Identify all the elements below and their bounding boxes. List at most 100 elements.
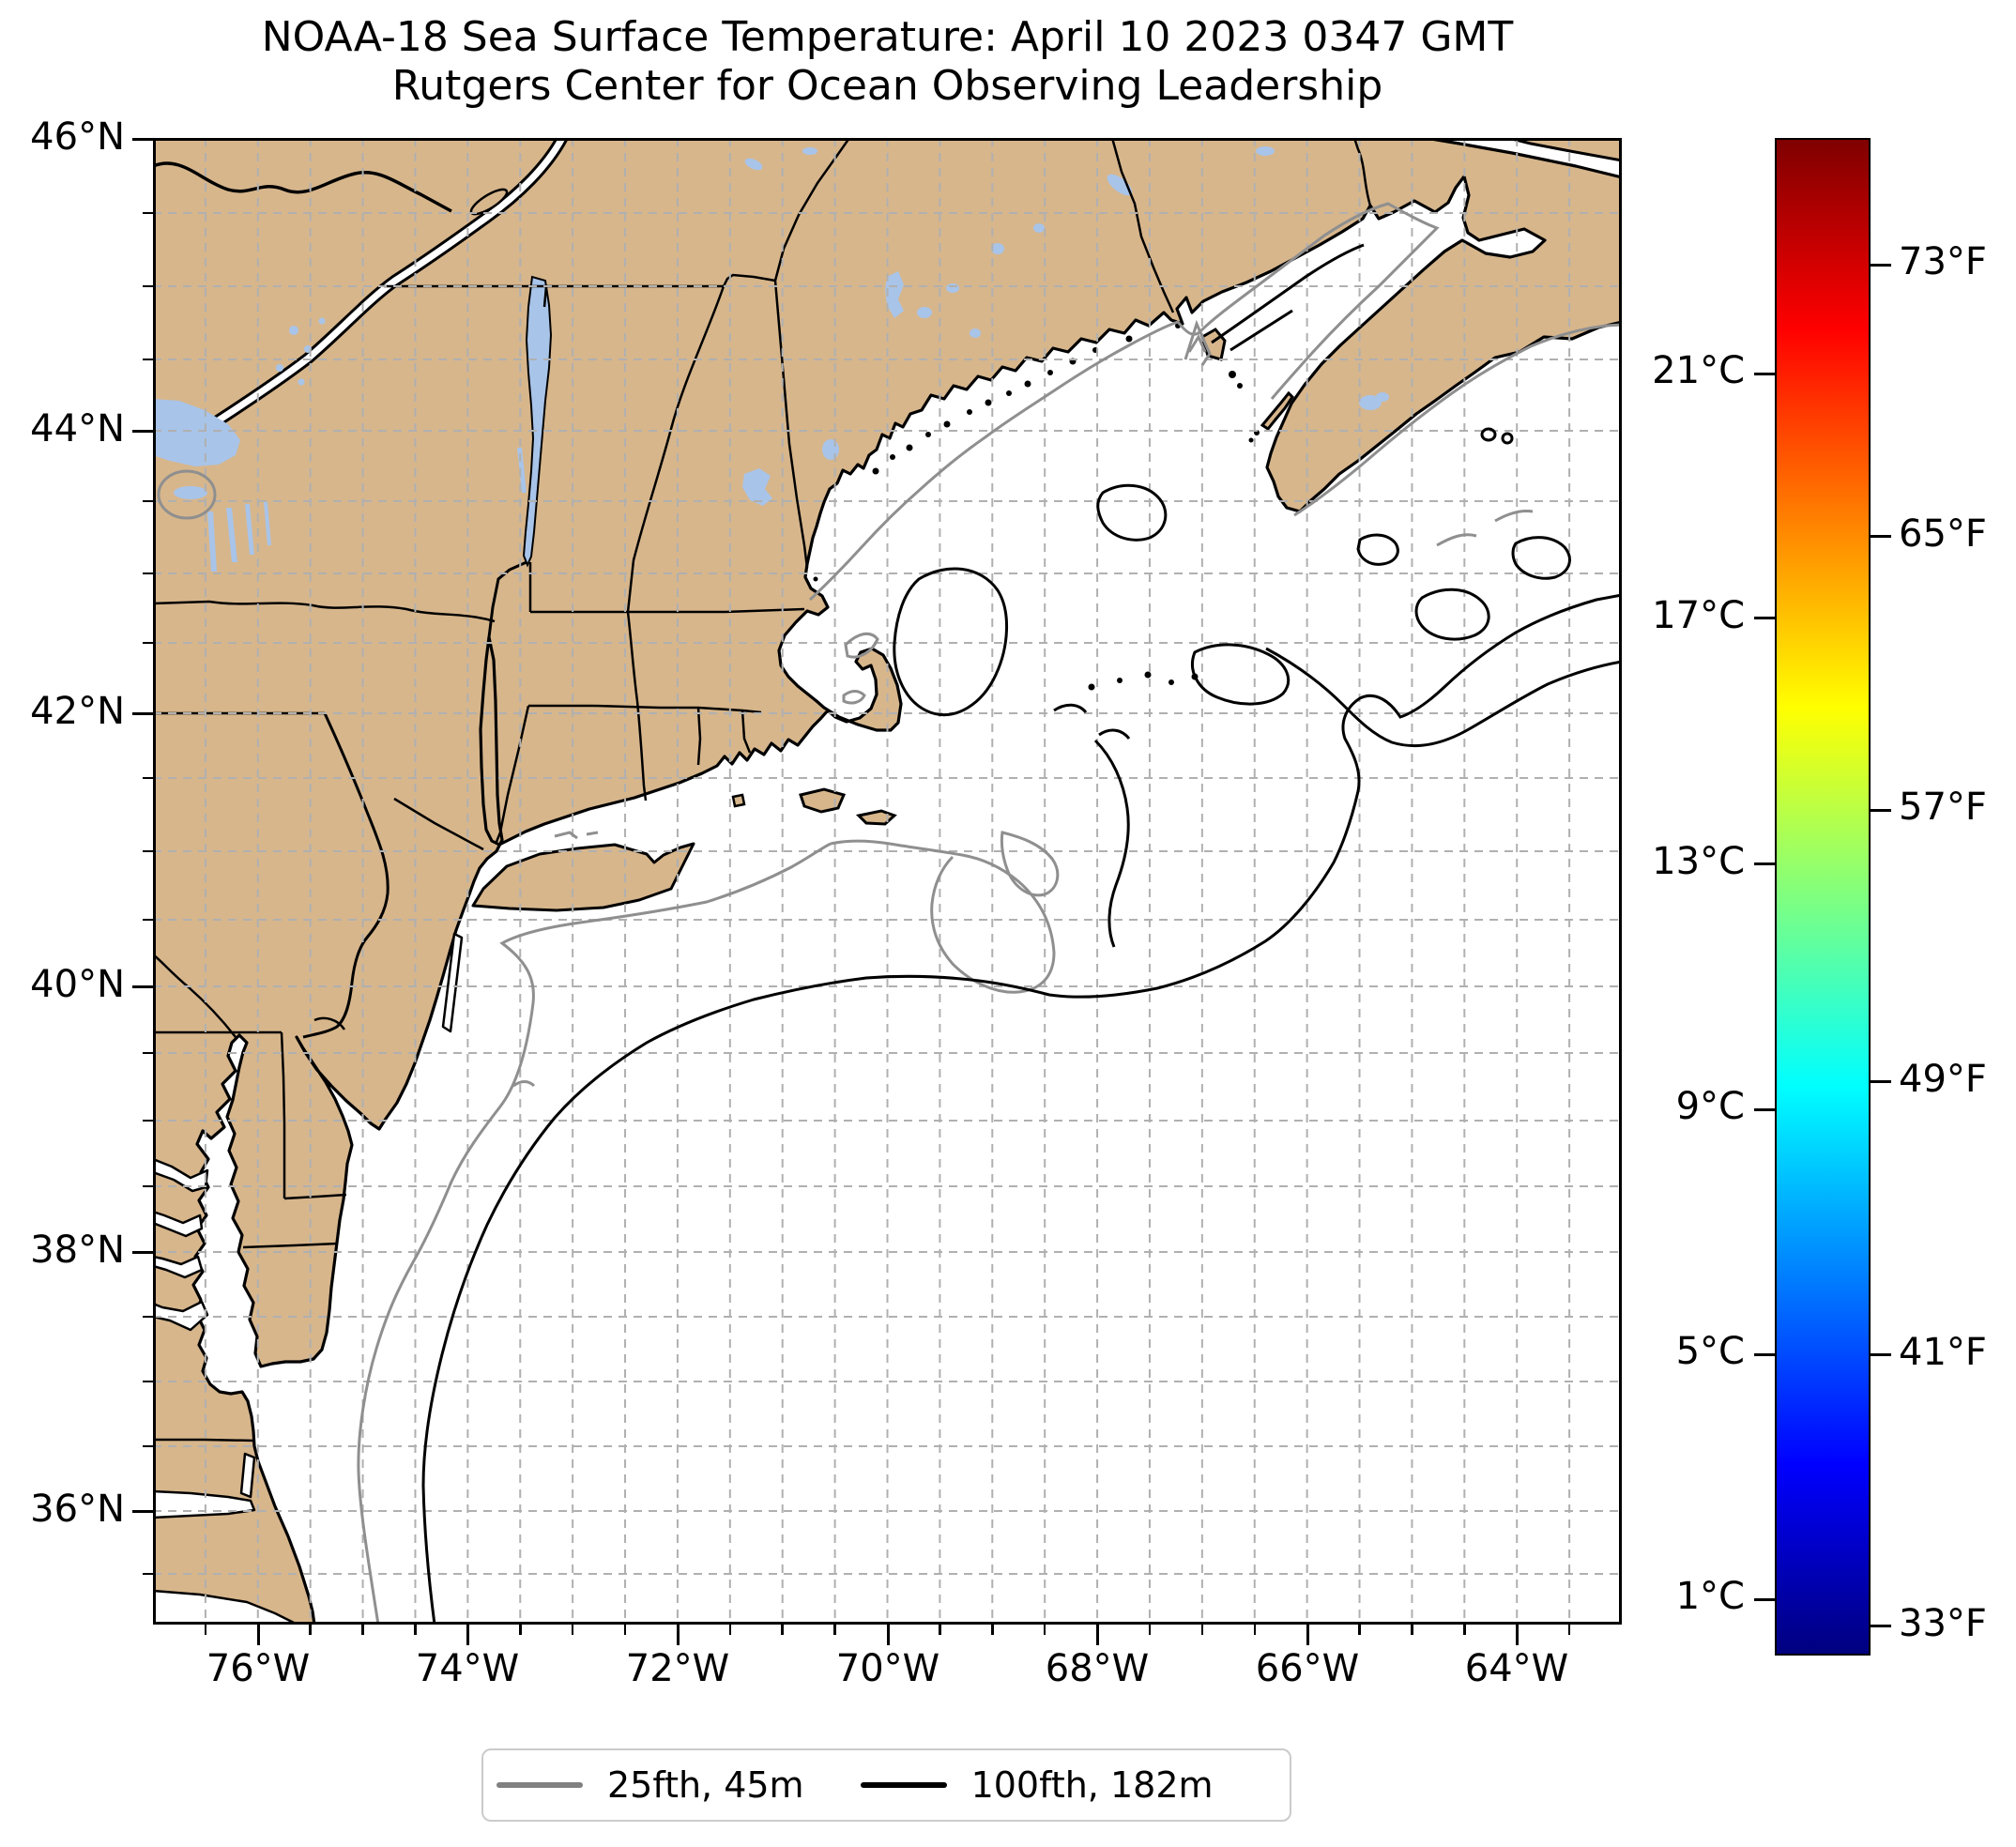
tick-mark <box>571 1625 574 1635</box>
colorbar-celsius-label: 1°C <box>1675 1575 1745 1618</box>
border-va-md-delmarva <box>242 1242 339 1249</box>
tick-mark <box>143 918 153 922</box>
tick-mark <box>204 1625 207 1635</box>
lon-tick-label: 66°W <box>1255 1647 1360 1690</box>
lon-tick-label: 72°W <box>625 1647 730 1690</box>
lake-winnipesaukee <box>742 468 772 506</box>
land-digby-neck <box>1260 390 1294 432</box>
border-ny-nj <box>393 797 484 851</box>
rappahannock-river <box>153 1210 204 1238</box>
colorbar-tick-mark <box>1871 1625 1891 1628</box>
lon-tick-label: 74°W <box>415 1647 520 1690</box>
tick-mark <box>132 985 153 988</box>
maine-lake <box>1033 223 1045 233</box>
colorbar-tick-mark <box>1871 808 1891 812</box>
legend-item-182m: 100fth, 182m <box>860 1764 1257 1806</box>
tick-mark <box>143 499 153 503</box>
tick-mark <box>1411 1625 1413 1635</box>
finger-lake <box>264 502 271 545</box>
tick-mark <box>132 711 153 715</box>
sebago-lake <box>822 439 839 460</box>
tick-mark <box>143 1119 153 1122</box>
tick-mark <box>143 1444 153 1448</box>
border-st-croix <box>1110 138 1175 313</box>
colorbar-fahrenheit-label: 65°F <box>1899 511 1987 556</box>
land-marthas-vineyard <box>799 787 847 814</box>
colorbar-fahrenheit-label: 33°F <box>1899 1601 1987 1645</box>
border-de-md-west <box>280 1031 286 1198</box>
tick-mark <box>143 1380 153 1383</box>
legend-label-182m: 100fth, 182m <box>970 1764 1214 1806</box>
tick-mark <box>1306 1625 1309 1645</box>
tick-mark <box>519 1625 522 1635</box>
figure-title: NOAA-18 Sea Surface Temperature: April 1… <box>153 13 1622 111</box>
colorbar-tick-mark <box>1871 535 1891 539</box>
colorbar-tick-mark <box>1871 263 1891 267</box>
nb-lake <box>1107 174 1133 196</box>
tick-mark <box>143 776 153 780</box>
tick-mark <box>143 1184 153 1188</box>
tick-mark <box>361 1625 364 1635</box>
tick-mark <box>466 1625 469 1645</box>
tick-mark <box>939 1625 941 1635</box>
colorbar-tick-mark <box>1754 372 1775 375</box>
tick-mark <box>1095 1625 1099 1645</box>
tick-mark <box>143 1315 153 1319</box>
legend-line-182m-swatch <box>860 1782 947 1788</box>
tick-mark <box>143 284 153 288</box>
tick-mark <box>991 1625 994 1635</box>
ns-lake <box>1359 395 1382 410</box>
oneida-lake <box>174 486 207 499</box>
border-ma-south <box>528 704 762 714</box>
map-plot-area <box>153 138 1622 1625</box>
legend: 25fth, 45m 100fth, 182m <box>481 1748 1291 1822</box>
tick-mark <box>1358 1625 1361 1635</box>
colorbar-celsius-label: 21°C <box>1652 349 1745 393</box>
border-ri-ma <box>741 710 752 754</box>
lat-tick-label: 44°N <box>30 407 125 450</box>
tick-mark <box>143 211 153 215</box>
tick-mark <box>1148 1625 1152 1635</box>
border-va-nc <box>153 1438 255 1442</box>
ns-lake <box>1376 392 1389 402</box>
colorbar-tick-mark <box>1754 1597 1775 1601</box>
lat-tick-label: 40°N <box>30 963 125 1006</box>
finger-lake <box>207 511 217 572</box>
lat-tick-label: 38°N <box>30 1229 125 1272</box>
st-lawrence-water <box>189 138 566 441</box>
tick-mark <box>132 137 153 141</box>
ottawa-river <box>153 161 452 213</box>
lat-tick-label: 42°N <box>30 690 125 733</box>
currituck-sound <box>239 1452 256 1499</box>
border-ct-ri <box>696 707 702 766</box>
border-nh-me <box>773 280 809 569</box>
lake-ontario <box>153 399 240 466</box>
mohawk-river <box>153 600 496 623</box>
tick-mark <box>143 849 153 853</box>
maine-lake <box>970 328 981 338</box>
tick-mark <box>1043 1625 1046 1635</box>
colorbar-tick-mark <box>1754 862 1775 866</box>
tick-mark <box>886 1625 890 1645</box>
border-ny-vt <box>528 285 548 612</box>
tick-mark <box>1200 1625 1204 1635</box>
lakes <box>153 146 1389 572</box>
legend-line-45m-swatch <box>496 1782 583 1788</box>
contour-45m <box>157 202 1622 1625</box>
contour-182m <box>421 243 1622 1625</box>
finger-lake <box>245 504 254 555</box>
title-line1: NOAA-18 Sea Surface Temperature: April 1… <box>261 13 1514 61</box>
map-svg <box>153 138 1622 1625</box>
tick-mark <box>1567 1625 1571 1635</box>
colorbar-tick-mark <box>1754 617 1775 620</box>
lat-tick-label: 36°N <box>30 1488 125 1531</box>
tick-mark <box>833 1625 836 1635</box>
tick-mark <box>143 358 153 361</box>
connecticut-river <box>626 611 648 801</box>
colorbar-tick-mark <box>1754 1107 1775 1111</box>
lat-tick-label: 46°N <box>30 115 125 159</box>
tick-mark <box>676 1625 680 1645</box>
colorbar-fahrenheit-label: 57°F <box>1899 786 1987 829</box>
maine-lake <box>946 283 959 293</box>
rivers <box>153 138 1372 1038</box>
